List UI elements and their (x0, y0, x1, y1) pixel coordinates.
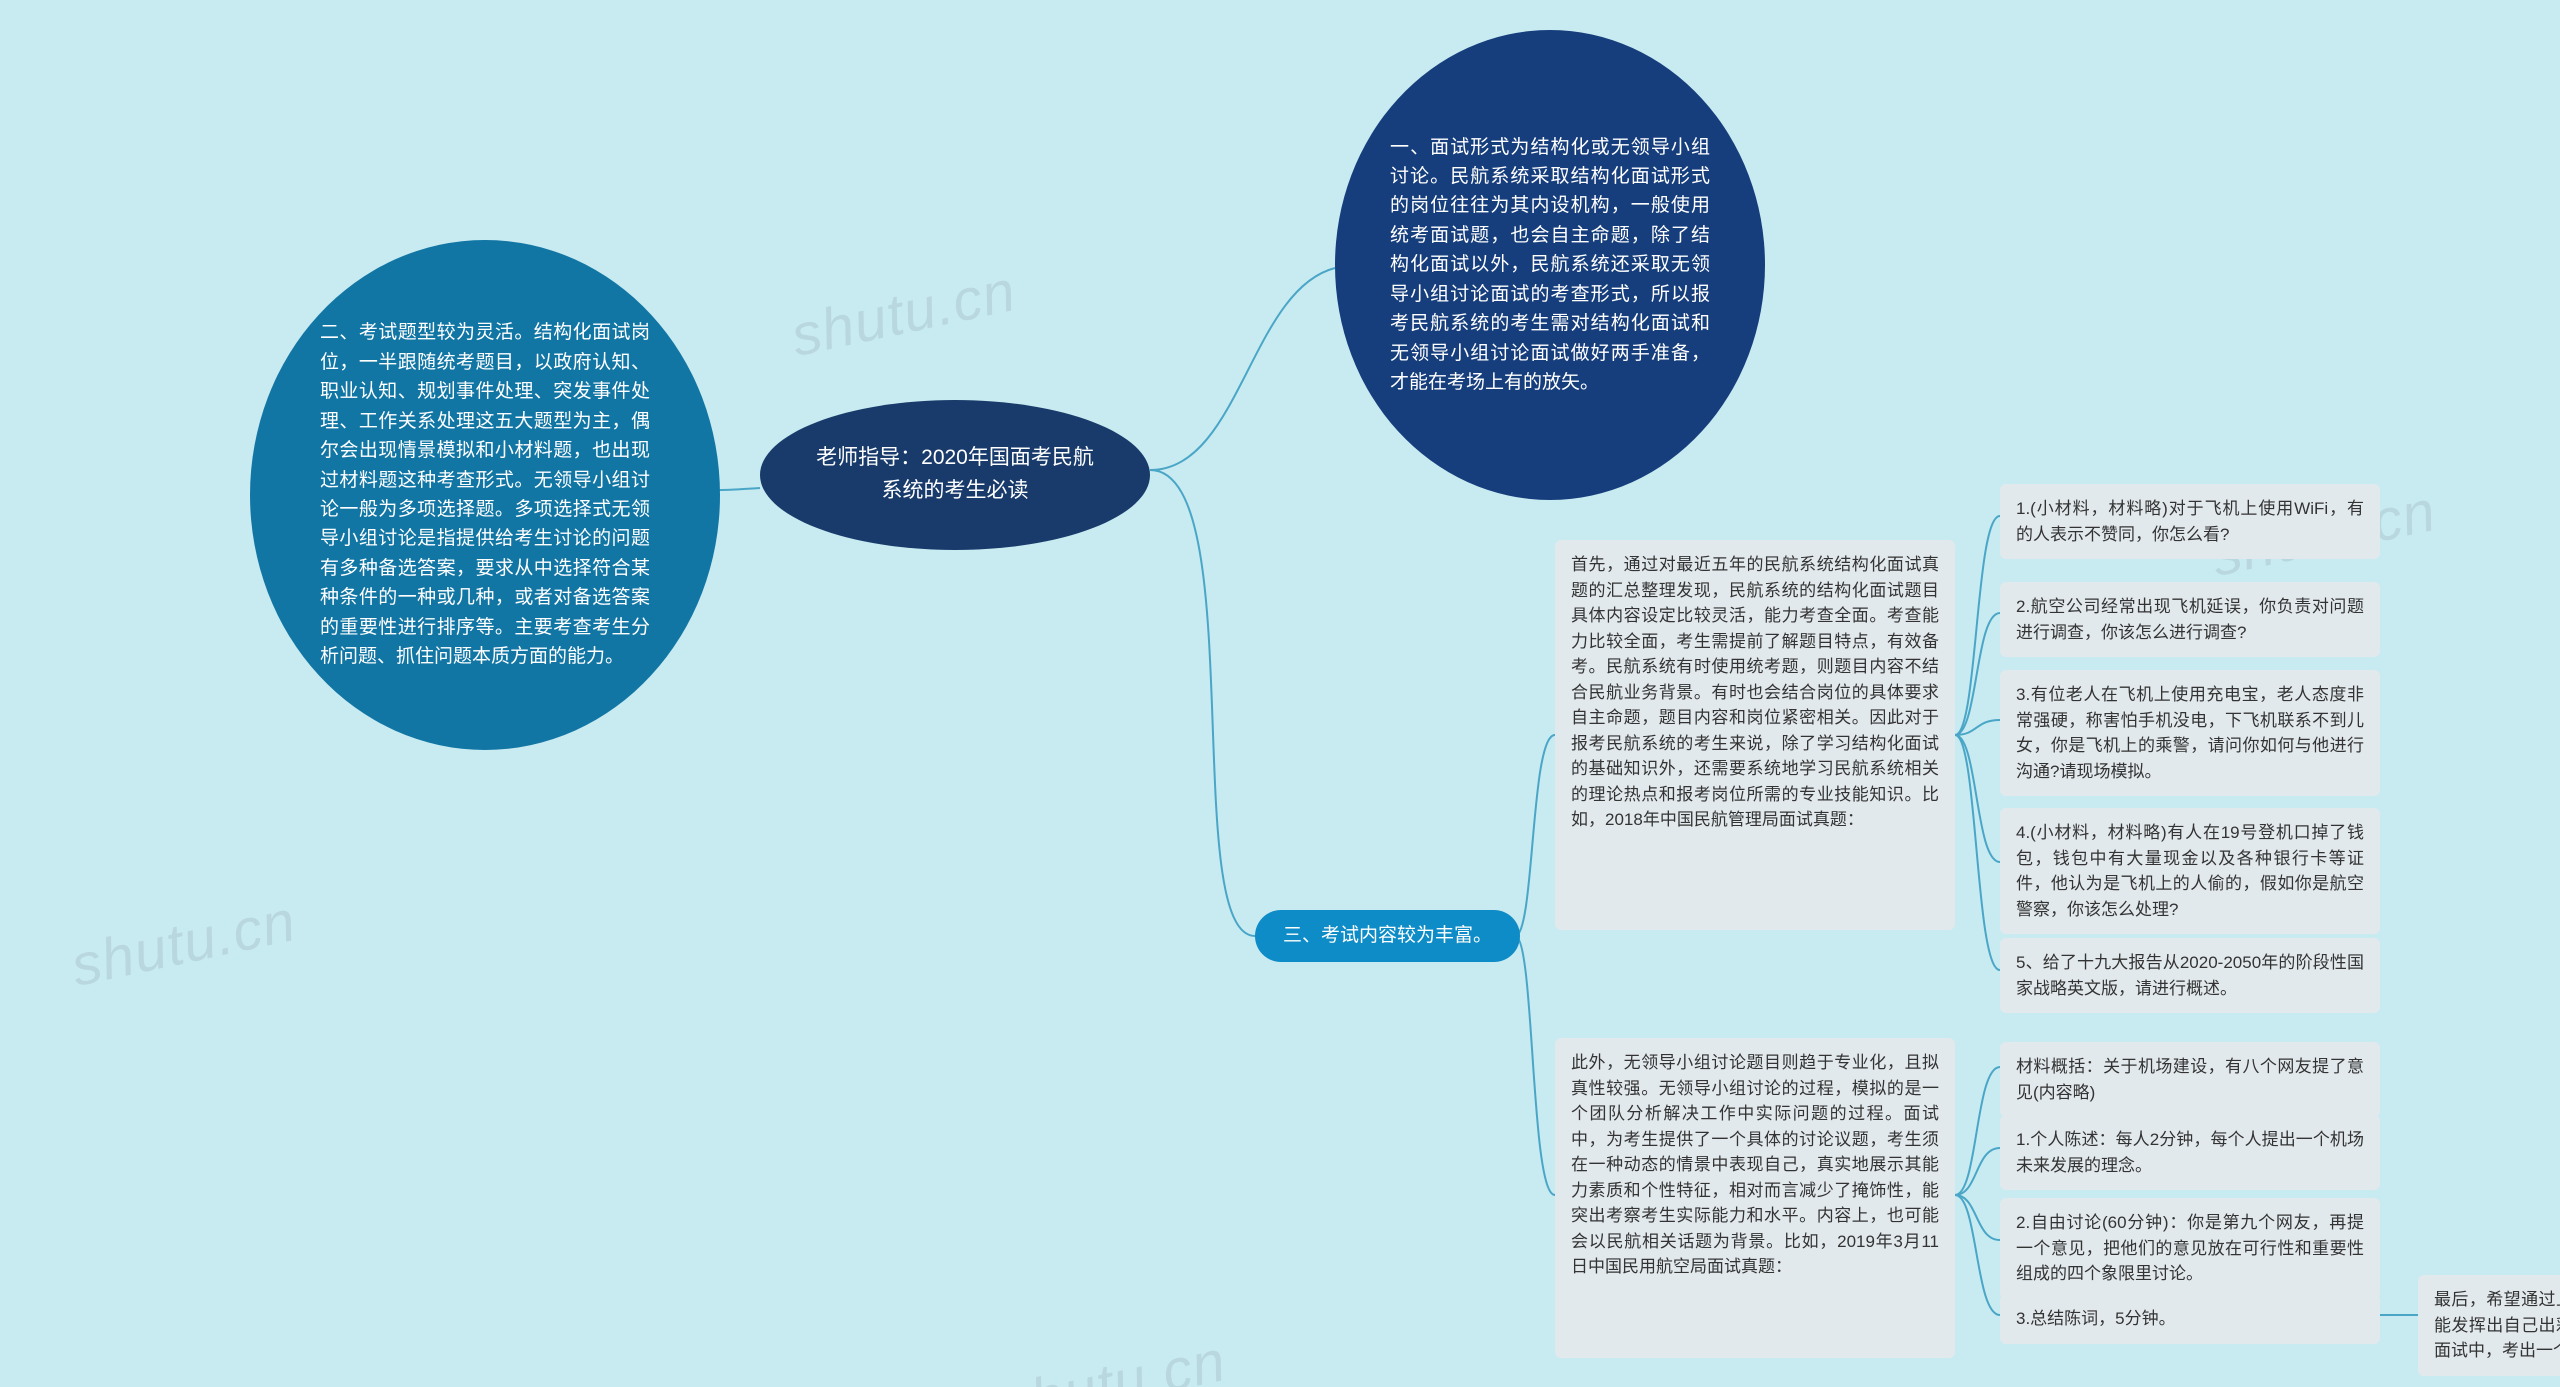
group2-tail[interactable]: 最后，希望通过上述介绍和解读，各位考生都能发挥出自己出彩的一面，在国考民航系统的… (2418, 1275, 2560, 1376)
group1-item-5[interactable]: 5、给了十九大报告从2020-2050年的阶段性国家战略英文版，请进行概述。 (2000, 938, 2380, 1013)
leaf-text: 2.航空公司经常出现飞机延误，你负责对问题进行调查，你该怎么进行调查? (2016, 597, 2364, 642)
root-label: 老师指导：2020年国面考民航系统的考生必读 (810, 442, 1100, 507)
leaf-text: 4.(小材料，材料略)有人在19号登机口掉了钱包，钱包中有大量现金以及各种银行卡… (2016, 823, 2364, 919)
leaf-text: 最后，希望通过上述介绍和解读，各位考生都能发挥出自己出彩的一面，在国考民航系统的… (2434, 1290, 2560, 1360)
group2-item-1[interactable]: 材料概括：关于机场建设，有八个网友提了意见(内容略) (2000, 1042, 2380, 1117)
leaf-text: 2.自由讨论(60分钟)：你是第九个网友，再提一个意见，把他们的意见放在可行性和… (2016, 1213, 2364, 1283)
group2-intro-text: 此外，无领导小组讨论题目则趋于专业化，且拟真性较强。无领导小组讨论的过程，模拟的… (1571, 1053, 1939, 1276)
group1-item-2[interactable]: 2.航空公司经常出现飞机延误，你负责对问题进行调查，你该怎么进行调查? (2000, 582, 2380, 657)
group2-intro[interactable]: 此外，无领导小组讨论题目则趋于专业化，且拟真性较强。无领导小组讨论的过程，模拟的… (1555, 1038, 1955, 1358)
branch-two-node[interactable]: 二、考试题型较为灵活。结构化面试岗位，一半跟随统考题目，以政府认知、职业认知、规… (250, 240, 720, 750)
group1-item-4[interactable]: 4.(小材料，材料略)有人在19号登机口掉了钱包，钱包中有大量现金以及各种银行卡… (2000, 808, 2380, 934)
branch-three-label: 三、考试内容较为丰富。 (1283, 921, 1492, 950)
group1-intro-text: 首先，通过对最近五年的民航系统结构化面试真题的汇总整理发现，民航系统的结构化面试… (1571, 555, 1939, 829)
leaf-text: 3.总结陈词，5分钟。 (2016, 1309, 2176, 1328)
leaf-text: 3.有位老人在飞机上使用充电宝，老人态度非常强硬，称害怕手机没电，下飞机联系不到… (2016, 685, 2364, 781)
group1-item-1[interactable]: 1.(小材料，材料略)对于飞机上使用WiFi，有的人表示不赞同，你怎么看? (2000, 484, 2380, 559)
branch-one-node[interactable]: 一、面试形式为结构化或无领导小组讨论。民航系统采取结构化面试形式的岗位往往为其内… (1335, 30, 1765, 500)
group1-item-3[interactable]: 3.有位老人在飞机上使用充电宝，老人态度非常强硬，称害怕手机没电，下飞机联系不到… (2000, 670, 2380, 796)
leaf-text: 1.(小材料，材料略)对于飞机上使用WiFi，有的人表示不赞同，你怎么看? (2016, 499, 2364, 544)
group2-item-4[interactable]: 3.总结陈词，5分钟。 (2000, 1294, 2380, 1344)
leaf-text: 5、给了十九大报告从2020-2050年的阶段性国家战略英文版，请进行概述。 (2016, 953, 2364, 998)
leaf-text: 1.个人陈述：每人2分钟，每个人提出一个机场未来发展的理念。 (2016, 1130, 2364, 1175)
branch-two-text: 二、考试题型较为灵活。结构化面试岗位，一半跟随统考题目，以政府认知、职业认知、规… (320, 318, 650, 671)
group1-intro[interactable]: 首先，通过对最近五年的民航系统结构化面试真题的汇总整理发现，民航系统的结构化面试… (1555, 540, 1955, 930)
group2-item-2[interactable]: 1.个人陈述：每人2分钟，每个人提出一个机场未来发展的理念。 (2000, 1115, 2380, 1190)
branch-three-node[interactable]: 三、考试内容较为丰富。 (1255, 910, 1520, 962)
leaf-text: 材料概括：关于机场建设，有八个网友提了意见(内容略) (2016, 1057, 2364, 1102)
branch-one-text: 一、面试形式为结构化或无领导小组讨论。民航系统采取结构化面试形式的岗位往往为其内… (1390, 133, 1710, 398)
group2-item-3[interactable]: 2.自由讨论(60分钟)：你是第九个网友，再提一个意见，把他们的意见放在可行性和… (2000, 1198, 2380, 1299)
root-node[interactable]: 老师指导：2020年国面考民航系统的考生必读 (760, 400, 1150, 550)
